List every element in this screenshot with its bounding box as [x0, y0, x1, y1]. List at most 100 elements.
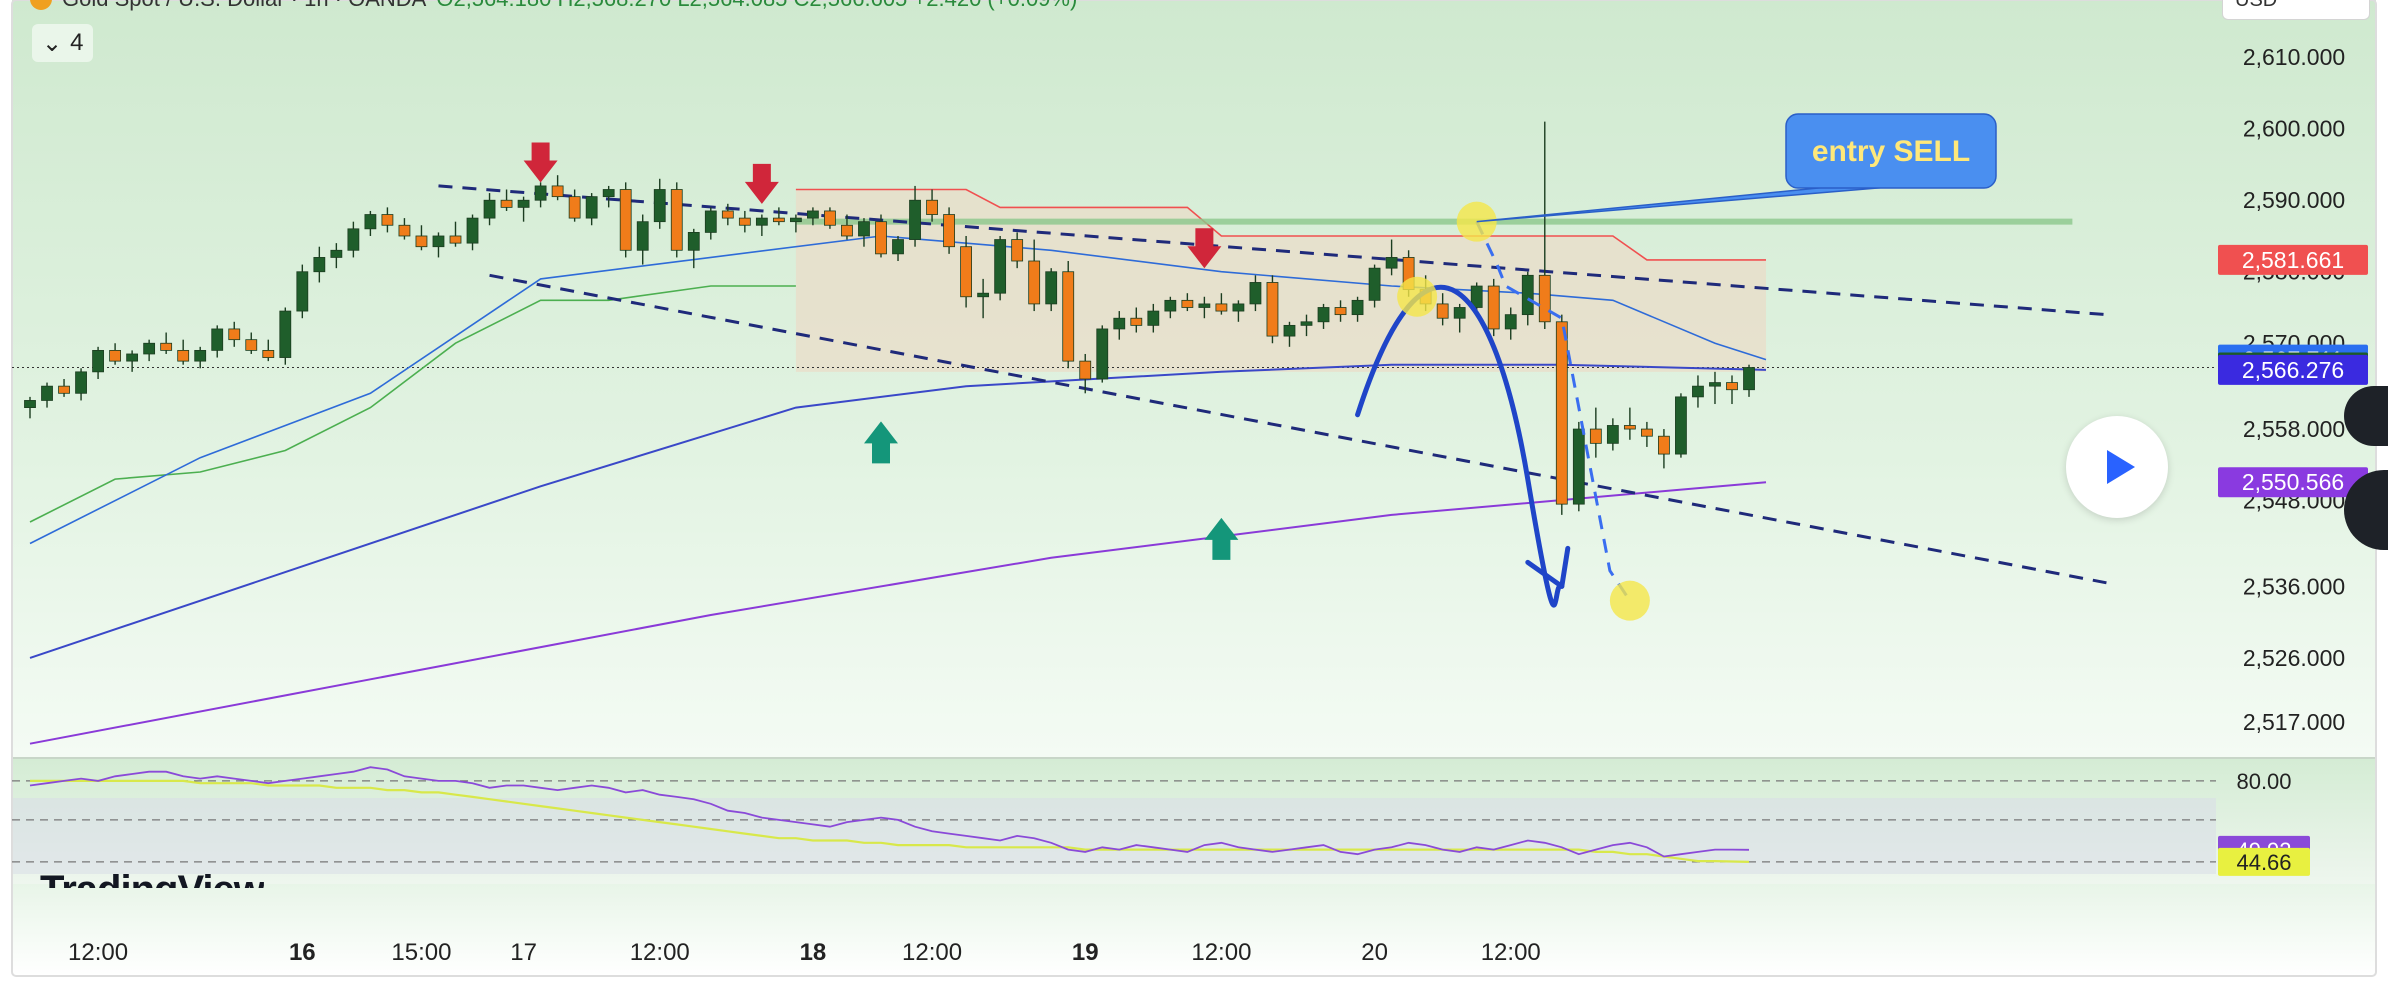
play-icon	[2107, 450, 2135, 484]
time-tick-label: 12:00	[630, 939, 690, 966]
candle	[755, 214, 768, 236]
candle-body	[313, 257, 326, 273]
indicators-toggle-button[interactable]: ⌄ 4	[32, 24, 94, 62]
candle	[1283, 321, 1296, 347]
time-axis-background	[12, 884, 2376, 976]
candle-body	[960, 246, 972, 298]
candle	[1555, 314, 1568, 515]
candle	[1215, 293, 1228, 315]
candle	[568, 189, 581, 222]
candle-body	[143, 342, 156, 355]
price-label-badge	[2218, 467, 2368, 498]
candle-body	[551, 185, 564, 198]
candle	[1181, 293, 1194, 312]
candle	[160, 332, 173, 354]
candle-body	[381, 214, 394, 226]
candle	[1436, 293, 1449, 326]
candle	[228, 321, 241, 347]
candle-body	[194, 349, 207, 362]
edge-toolbar-button-top[interactable]	[2344, 386, 2388, 446]
candle	[1658, 429, 1670, 469]
candle	[1743, 364, 1755, 397]
candle-body	[279, 310, 292, 358]
symbol-title[interactable]: Gold Spot / U.S. Dollar · 1h · OANDA	[62, 0, 426, 12]
trendline-2[interactable]	[489, 273, 2107, 585]
candle-body	[1045, 271, 1058, 305]
candle	[279, 307, 292, 365]
candle-body	[1572, 428, 1585, 505]
entry-callout-box[interactable]	[1785, 113, 1997, 189]
candle-body	[1028, 260, 1041, 305]
candle-body	[228, 328, 241, 341]
candle-body	[1096, 328, 1109, 380]
candle-body	[977, 292, 990, 298]
chart-header: Gold Spot / U.S. Dollar · 1h · OANDA O2,…	[30, 0, 1077, 12]
price-tick-label: 2,558.000	[2243, 416, 2345, 442]
candle	[1317, 303, 1330, 329]
currency-selector[interactable]: USD	[2222, 0, 2370, 20]
candle-body	[858, 221, 870, 237]
candle	[75, 368, 87, 401]
candle-body	[1334, 307, 1347, 316]
candle-body	[1317, 307, 1330, 323]
time-tick-label: 12:00	[1481, 939, 1541, 966]
candle	[636, 214, 649, 265]
candle	[1538, 121, 1551, 329]
price-tick-label: 2,610.000	[2243, 44, 2345, 70]
time-tick-label: 12:00	[1191, 939, 1251, 966]
sell-signal-arrow	[1187, 228, 1222, 269]
candle-body	[1675, 396, 1687, 455]
price-tick-label: 2,526.000	[2243, 645, 2345, 671]
supertrend-line	[29, 285, 796, 523]
candle-body	[1113, 317, 1126, 330]
target-point	[1397, 276, 1438, 317]
candle-body	[75, 371, 87, 394]
candle	[738, 210, 751, 233]
candle-body	[721, 210, 734, 219]
candle-body	[1164, 299, 1177, 312]
candle-body	[1487, 285, 1500, 330]
ema-fast-line	[29, 235, 1767, 545]
candle	[449, 221, 462, 247]
candle	[619, 182, 632, 258]
candle	[1096, 325, 1109, 383]
candle	[687, 228, 700, 269]
candle	[721, 203, 734, 226]
buy-signal-arrow	[1204, 517, 1239, 560]
candle	[926, 189, 938, 222]
candle-body	[568, 196, 581, 219]
candle-body	[1249, 282, 1262, 305]
candle	[1675, 393, 1687, 458]
candle-body	[534, 185, 547, 201]
candle-body	[807, 210, 819, 219]
candle-body	[670, 189, 683, 251]
candle	[398, 218, 411, 240]
candle-body	[466, 217, 479, 244]
candle	[143, 339, 156, 362]
trendline-1[interactable]	[438, 184, 2107, 317]
candle-body	[1743, 367, 1755, 391]
candle-body	[330, 249, 343, 258]
candle	[585, 193, 598, 226]
candle-body	[790, 217, 802, 223]
replay-play-button[interactable]	[2066, 416, 2168, 518]
candle	[772, 207, 785, 226]
candle	[994, 235, 1007, 301]
candle-body	[177, 349, 190, 362]
candle	[347, 221, 360, 258]
candle	[1589, 407, 1602, 458]
candle-body	[500, 199, 513, 208]
candle-body	[1521, 274, 1534, 316]
candle-body	[687, 232, 700, 251]
candle	[1232, 300, 1245, 322]
candle	[1606, 418, 1619, 451]
price-tick-label: 2,590.000	[2243, 187, 2345, 213]
candle	[977, 278, 990, 319]
candle	[1164, 296, 1177, 319]
candle-body	[1555, 321, 1568, 505]
candle	[824, 207, 836, 229]
time-tick-label: 15:00	[391, 939, 451, 966]
candle-body	[1692, 385, 1704, 398]
